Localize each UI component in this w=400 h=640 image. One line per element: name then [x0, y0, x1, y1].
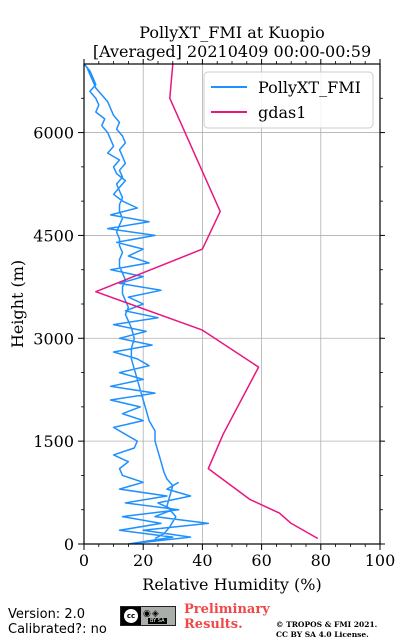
- preliminary-results-text: Preliminary Results.: [184, 602, 270, 632]
- y-axis-label: Height (m): [8, 260, 27, 348]
- series-line-pollyxt: [84, 64, 210, 544]
- legend: PollyXT_FMI gdas1: [203, 71, 374, 129]
- creative-commons-icon: cc: [121, 607, 141, 625]
- x-tick-label: 60: [251, 551, 271, 570]
- by-sa-icons: ◉◈: [143, 609, 160, 619]
- y-tick-label: 6000: [33, 124, 74, 143]
- x-tick-label: 0: [79, 551, 89, 570]
- version-text: Version: 2.0: [8, 607, 85, 622]
- legend-label-pollyxt: PollyXT_FMI: [258, 78, 361, 97]
- by-sa-text: BY SA: [148, 618, 167, 624]
- legend-label-gdas1: gdas1: [258, 103, 306, 122]
- series-layer: [84, 64, 319, 544]
- y-tick-label: 4500: [33, 226, 74, 245]
- x-tick-label: 40: [192, 551, 212, 570]
- x-tick-label: 100: [365, 551, 396, 570]
- chart-subtitle: [Averaged] 20210409 00:00-00:59: [93, 42, 371, 61]
- axis-ticks: [78, 59, 385, 550]
- y-tick-label: 1500: [33, 432, 74, 451]
- y-tick-label: 0: [64, 535, 74, 554]
- chart-title: PollyXT_FMI at Kuopio: [139, 23, 325, 42]
- copyright-license-text: © TROPOS & FMI 2021. CC BY SA 4.0 Licens…: [276, 620, 378, 639]
- x-tick-label: 80: [311, 551, 331, 570]
- calibrated-text: Calibrated?: no: [8, 622, 107, 637]
- y-tick-label: 3000: [33, 329, 74, 348]
- cc-license-badge[interactable]: cc ◉◈ BY SA: [120, 606, 176, 626]
- tick-labels: 0 20 40 60 80 100 0 1500 3000 4500 6000: [33, 124, 395, 570]
- humidity-profile-chart: PollyXT_FMI at Kuopio [Averaged] 2021040…: [8, 23, 395, 594]
- series-line-gdas1: [95, 64, 319, 540]
- x-tick-label: 20: [133, 551, 153, 570]
- x-axis-label: Relative Humidity (%): [142, 575, 321, 594]
